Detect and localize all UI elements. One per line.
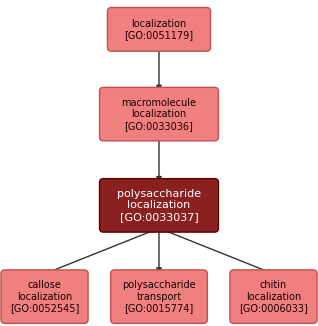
FancyBboxPatch shape	[230, 270, 317, 323]
FancyBboxPatch shape	[1, 270, 88, 323]
Text: macromolecule
localization
[GO:0033036]: macromolecule localization [GO:0033036]	[121, 97, 197, 131]
Text: polysaccharide
localization
[GO:0033037]: polysaccharide localization [GO:0033037]	[117, 189, 201, 222]
Text: chitin
localization
[GO:0006033]: chitin localization [GO:0006033]	[239, 280, 308, 313]
Text: callose
localization
[GO:0052545]: callose localization [GO:0052545]	[10, 280, 79, 313]
Text: localization
[GO:0051179]: localization [GO:0051179]	[124, 19, 194, 40]
FancyBboxPatch shape	[107, 7, 211, 51]
FancyBboxPatch shape	[100, 179, 218, 232]
FancyBboxPatch shape	[100, 87, 218, 141]
FancyBboxPatch shape	[111, 270, 207, 323]
Text: polysaccharide
transport
[GO:0015774]: polysaccharide transport [GO:0015774]	[122, 280, 196, 313]
